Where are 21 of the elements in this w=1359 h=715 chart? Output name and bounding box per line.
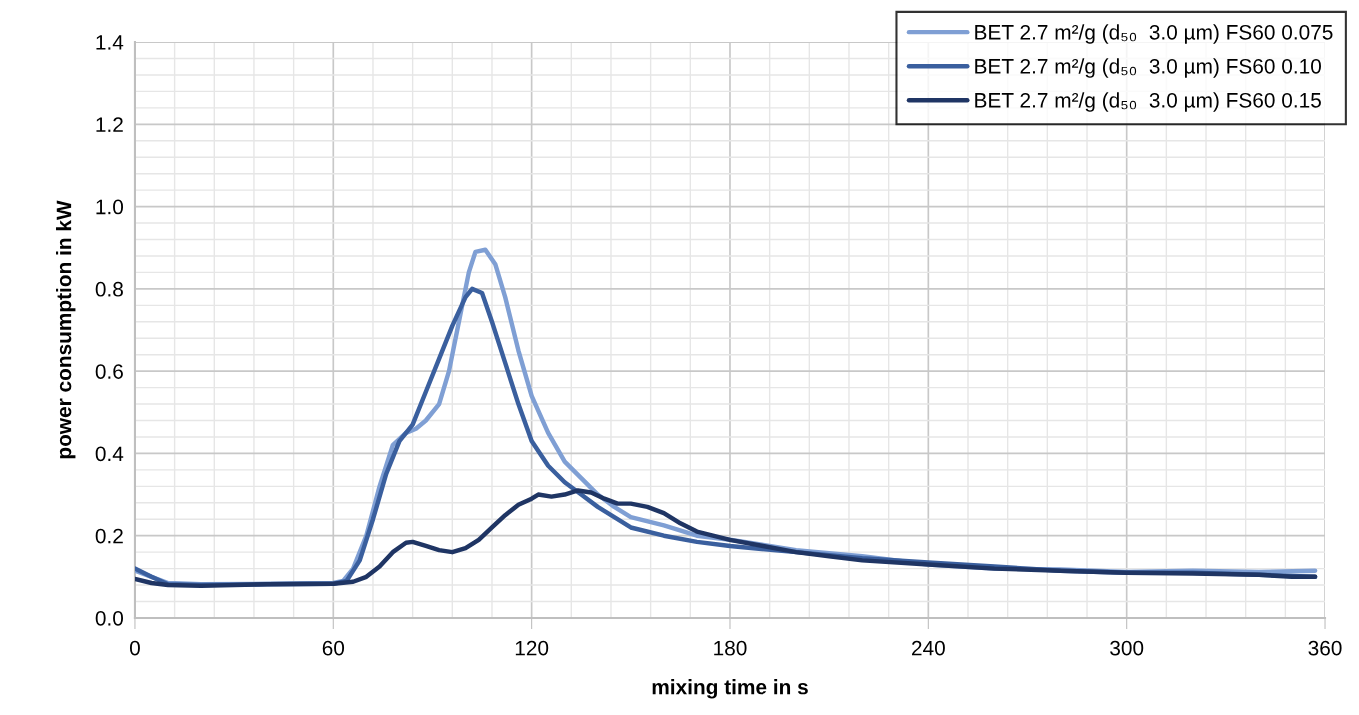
- legend-label: BET 2.7 m²/g (d₅₀ 3.0 µm) FS60 0.10: [975, 58, 1321, 78]
- y-tick-label: 0.2: [95, 528, 123, 544]
- y-tick-label: 0.6: [95, 364, 123, 379]
- x-tick-label: 240: [912, 640, 945, 656]
- y-tick-label: 0.4: [95, 446, 124, 462]
- x-tick-label: 360: [1308, 640, 1342, 656]
- y-tick-label: 0.8: [95, 281, 123, 297]
- y-tick-label: 0.0: [95, 610, 124, 626]
- line-series: [134, 488, 1318, 589]
- y-axis-title: power consumption in kW: [56, 200, 76, 459]
- y-tick-label: 1.2: [96, 117, 123, 132]
- x-tick-label: 60: [322, 640, 345, 656]
- x-tick-label: 0: [129, 640, 140, 656]
- legend-label: BET 2.7 m²/g (d₅₀ 3.0 µm) FS60 0.075: [975, 24, 1333, 44]
- y-tick-label: 1.0: [96, 199, 124, 215]
- y-tick-label: 1.4: [96, 35, 124, 50]
- x-axis-title: mixing time in s: [652, 679, 808, 699]
- x-tick-label: 120: [515, 640, 549, 656]
- legend-label: BET 2.7 m²/g (d₅₀ 3.0 µm) FS60 0.15: [975, 92, 1321, 112]
- x-tick-label: 300: [1110, 640, 1144, 656]
- x-tick-label: 180: [714, 640, 747, 656]
